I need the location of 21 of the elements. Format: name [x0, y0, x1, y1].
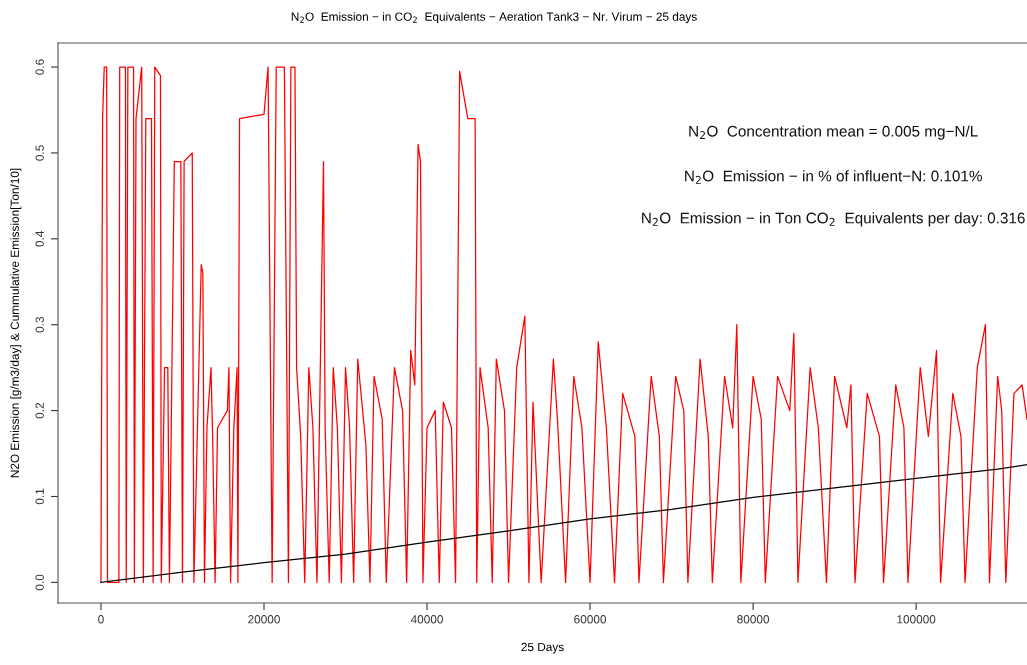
y-tick-label: 0.5 [35, 145, 44, 161]
line-series [100, 464, 1027, 584]
x-tick-label: 40000 [410, 615, 443, 624]
y-tick-label: 0.3 [35, 317, 44, 333]
x-tick-label: 80000 [737, 615, 770, 624]
chart-title: N$_{2}$O Emission − in CO$_{2}$ Equivalents − Aeration Tank3 − Nr. Virum − 25 days [291, 12, 697, 24]
x-tick-label: 0 [98, 615, 104, 624]
y-tick-label: 0.6 [35, 59, 44, 75]
x-tick-label: 60000 [574, 615, 607, 624]
line-series [100, 66, 1027, 584]
y-axis-title: N2O Emission [g/m3/day] & Cummulative Emission[Ton/10] [10, 168, 22, 478]
annotation: N$_{2}$O Concentration mean = 0.005 mg−N/L [689, 125, 978, 140]
y-tick-label: 0.2 [35, 402, 44, 419]
annotation: N$_{2}$O Emission − in Ton CO$_{2}$ Equivalents per day: 0.316 [642, 212, 1025, 227]
x-tick-label: 20000 [248, 615, 280, 624]
annotation: N$_{2}$O Emission − in % of influent−N: 0.101% [685, 170, 982, 184]
y-tick-label: 0.1 [35, 488, 44, 505]
y-tick-label: 0.0 [35, 574, 44, 591]
x-axis-title: 25 Days [521, 642, 564, 654]
x-tick-label: 100000 [897, 615, 936, 624]
y-tick-label: 0.4 [35, 230, 44, 247]
